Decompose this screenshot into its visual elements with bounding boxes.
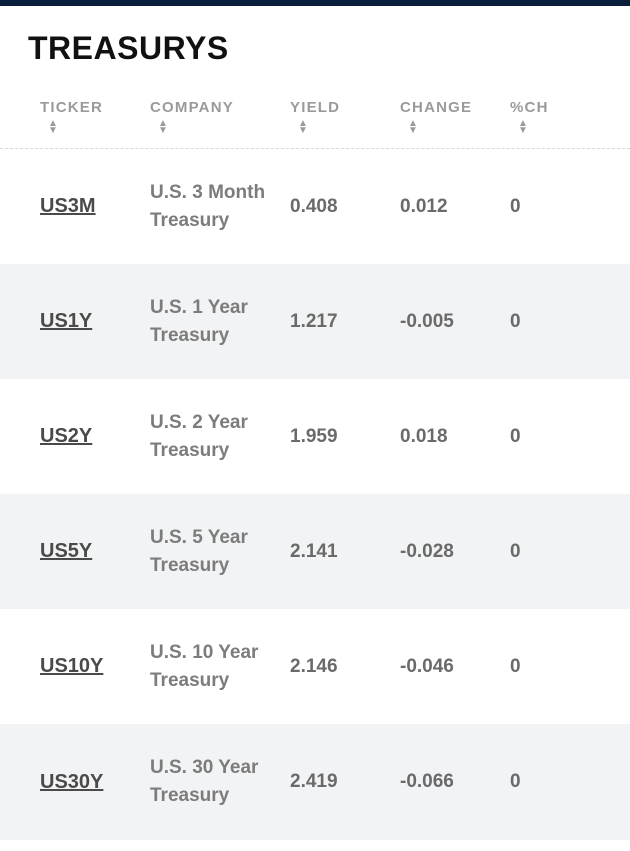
page-title: TREASURYS <box>0 30 630 85</box>
yield-value: 0.408 <box>290 196 338 218</box>
column-header-yield[interactable]: YIELD ▲▼ <box>290 99 400 134</box>
ticker-link[interactable]: US5Y <box>40 540 92 563</box>
change-value: -0.066 <box>400 771 454 793</box>
change-value: -0.005 <box>400 311 454 333</box>
yield-value: 1.217 <box>290 311 338 333</box>
sort-icon: ▲▼ <box>290 120 308 134</box>
column-header-label: %CH <box>510 99 549 116</box>
column-header-label: YIELD <box>290 99 340 116</box>
ticker-link[interactable]: US30Y <box>40 771 103 794</box>
pctch-value: 0 <box>510 656 521 678</box>
table-row: US5Y U.S. 5 Year Treasury2.141 -0.028 0 <box>0 494 630 609</box>
table-row: US1Y U.S. 1 Year Treasury1.217 -0.005 0 <box>0 264 630 379</box>
table-header-row: TICKER ▲▼ COMPANY ▲▼ YIELD ▲▼ CHANGE ▲▼ … <box>0 85 630 149</box>
change-value: -0.046 <box>400 656 454 678</box>
company-name: U.S. 1 Year Treasury <box>150 294 290 349</box>
ticker-link[interactable]: US10Y <box>40 655 103 678</box>
ticker-link[interactable]: US3M <box>40 195 96 218</box>
company-name: U.S. 5 Year Treasury <box>150 524 290 579</box>
top-accent-bar <box>0 0 630 6</box>
ticker-link[interactable]: US1Y <box>40 310 92 333</box>
treasurys-table: TICKER ▲▼ COMPANY ▲▼ YIELD ▲▼ CHANGE ▲▼ … <box>0 85 630 840</box>
yield-value: 2.146 <box>290 656 338 678</box>
change-value: 0.012 <box>400 196 448 218</box>
column-header-label: TICKER <box>40 99 103 116</box>
column-header-pctch[interactable]: %CH ▲▼ <box>510 99 590 134</box>
ticker-link[interactable]: US2Y <box>40 425 92 448</box>
yield-value: 2.419 <box>290 771 338 793</box>
company-name: U.S. 10 Year Treasury <box>150 639 290 694</box>
table-row: US3M U.S. 3 Month Treasury0.408 0.012 0 <box>0 149 630 264</box>
company-name: U.S. 30 Year Treasury <box>150 754 290 809</box>
column-header-ticker[interactable]: TICKER ▲▼ <box>40 99 150 134</box>
change-value: -0.028 <box>400 541 454 563</box>
company-name: U.S. 2 Year Treasury <box>150 409 290 464</box>
pctch-value: 0 <box>510 771 521 793</box>
yield-value: 2.141 <box>290 541 338 563</box>
column-header-change[interactable]: CHANGE ▲▼ <box>400 99 510 134</box>
table-row: US30Y U.S. 30 Year Treasury2.419 -0.066 0 <box>0 724 630 839</box>
table-row: US10Y U.S. 10 Year Treasury2.146 -0.046 0 <box>0 609 630 724</box>
table-row: US2Y U.S. 2 Year Treasury1.959 0.018 0 <box>0 379 630 494</box>
sort-icon: ▲▼ <box>400 120 418 134</box>
sort-icon: ▲▼ <box>40 120 58 134</box>
column-header-company[interactable]: COMPANY ▲▼ <box>150 99 290 134</box>
pctch-value: 0 <box>510 311 521 333</box>
column-header-label: COMPANY <box>150 99 234 116</box>
sort-icon: ▲▼ <box>150 120 168 134</box>
yield-value: 1.959 <box>290 426 338 448</box>
column-header-label: CHANGE <box>400 99 472 116</box>
pctch-value: 0 <box>510 426 521 448</box>
sort-icon: ▲▼ <box>510 120 528 134</box>
pctch-value: 0 <box>510 541 521 563</box>
company-name: U.S. 3 Month Treasury <box>150 179 290 234</box>
pctch-value: 0 <box>510 196 521 218</box>
change-value: 0.018 <box>400 426 448 448</box>
